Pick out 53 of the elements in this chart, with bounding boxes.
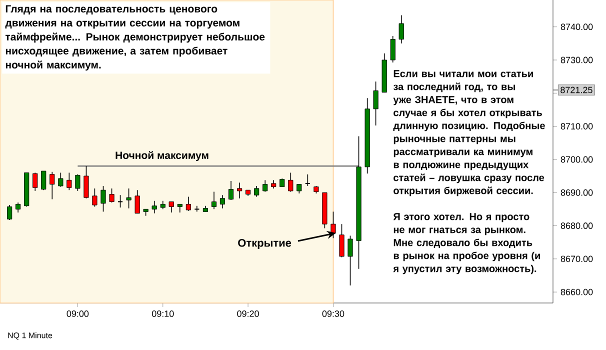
candlestick (168, 201, 174, 213)
candlestick (398, 14, 404, 44)
candlestick (220, 194, 226, 209)
candlestick (390, 36, 396, 63)
y-tick-label: 8740.00 (560, 24, 593, 30)
candlestick (254, 186, 260, 198)
annotation: Глядя на последовательность ценового движения на открытии сессии на торгуемом таймфрейме... Рынок демонстрирует небольшое нисходящее движение, а затем пробивает ночной максимум. (5, 5, 265, 71)
candlestick (50, 171, 55, 200)
x-tick-label: 09:20 (237, 310, 259, 317)
y-tick-label: 8670.00 (560, 256, 593, 262)
text: NQ 1 Minute (8, 332, 52, 340)
candlestick (126, 188, 132, 209)
candlestick (228, 180, 234, 200)
candlestick (186, 196, 191, 212)
candlestick (109, 188, 114, 203)
candlestick (296, 184, 302, 194)
candlestick (41, 170, 46, 191)
y-tick-label: 8660.00 (560, 288, 593, 296)
y-tick-label: 8700.00 (560, 156, 593, 163)
candlestick (330, 211, 336, 239)
candlestick (262, 180, 268, 192)
candlestick (66, 172, 72, 191)
candlestick (134, 190, 140, 214)
x-tick-label: 09:30 (322, 310, 344, 317)
y-tick-label: 8680.00 (560, 222, 593, 229)
candlestick (211, 191, 217, 210)
candlestick (348, 235, 353, 286)
candlestick (75, 174, 80, 192)
candlestick (288, 172, 294, 192)
y-tick-label: 8730.00 (560, 56, 593, 64)
annotation: Я этого хотел. Но я просто не мог гнаться за рынком. Мне следовало бы входить в рынок на пробое уровня (и я упустил эту возможность). (393, 213, 540, 274)
annotation: Открытие (238, 239, 292, 249)
candlestick (58, 172, 64, 188)
candlestick (16, 202, 21, 213)
text: 8721.25 (560, 86, 592, 94)
candlestick (84, 166, 89, 199)
candlestick (7, 204, 12, 220)
candlestick (117, 194, 124, 208)
x-tick-label: 09:00 (66, 310, 89, 317)
x-tick-label: 09:10 (152, 310, 174, 317)
candlestick (237, 182, 242, 199)
candlestick (373, 81, 378, 126)
candlestick (152, 200, 157, 214)
y-tick-label: 8710.00 (560, 123, 593, 130)
candlestick (339, 224, 344, 258)
candlestick (32, 172, 38, 192)
candlestick (304, 174, 310, 186)
candlestick (100, 186, 106, 212)
candlestick (92, 188, 98, 208)
candlestick (194, 205, 200, 212)
text: Если вы читали мои статьи за последний год, то вы уже ЗНАЕТЕ, что в этом случае я бы хотел открывать длинную позицию. Подобные рыночные паттерны мы рассматривали ка минимум в полдюжине предыдущих статей – ловушка сразу после открытия биржевой сессии. (393, 70, 545, 196)
ref-line-label: Ночной максимум (116, 151, 208, 162)
y-tick-label: 8690.00 (560, 189, 593, 196)
